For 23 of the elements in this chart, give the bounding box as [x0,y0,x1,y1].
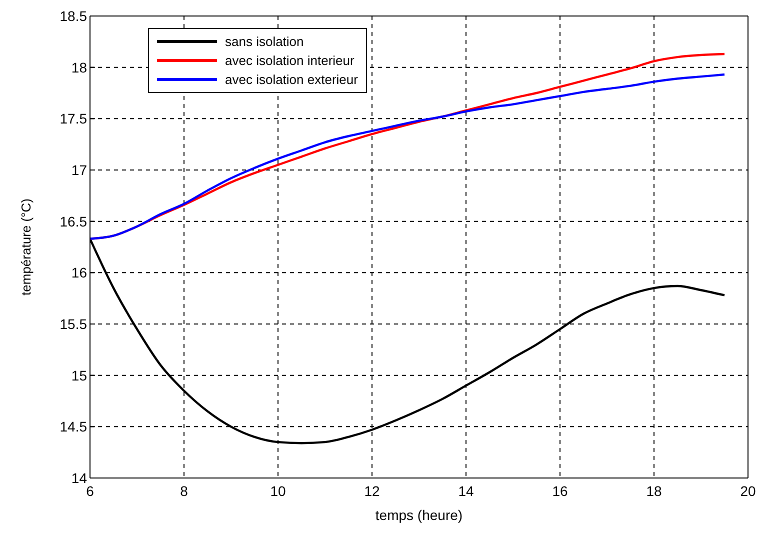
y-tick-label: 18.5 [60,8,88,24]
y-tick-label: 17.5 [60,110,88,127]
x-tick-label: 14 [458,482,474,499]
legend-label: avec isolation exterieur [225,72,358,87]
x-tick-label: 20 [740,482,756,499]
legend-label: sans isolation [225,34,304,49]
x-tick-label: 6 [86,482,94,499]
y-tick-label: 15 [71,367,88,384]
y-tick-label: 15.5 [60,316,88,332]
y-tick-label: 17 [71,162,88,178]
y-tick-label: 18 [71,59,88,76]
x-tick-label: 18 [646,482,662,499]
x-tick-label: 12 [364,482,380,499]
x-tick-label: 8 [180,482,188,499]
x-tick-label: 10 [270,482,286,499]
y-tick-label: 14.5 [60,418,88,435]
y-axis-title: température (°C) [18,198,34,296]
legend-label: avec isolation interieur [225,53,354,68]
x-axis-title: temps (heure) [375,507,463,523]
y-tick-label: 14 [71,470,88,486]
y-tick-label: 16.5 [60,213,88,230]
y-tick-label: 16 [71,264,88,281]
x-tick-label: 16 [552,482,568,499]
